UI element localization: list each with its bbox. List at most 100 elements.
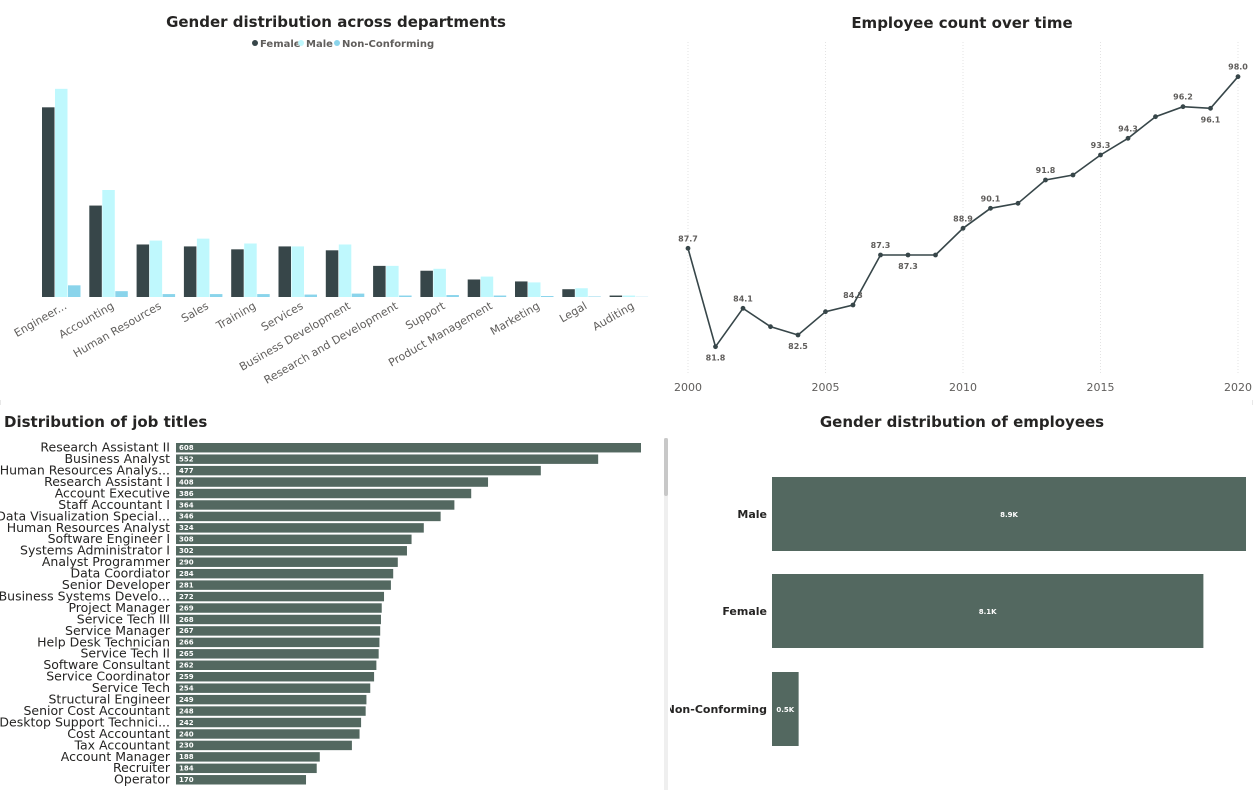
job-title-value: 281 [179,581,194,589]
job-title-value: 268 [179,616,194,624]
legend-marker [252,40,258,46]
job-title-label: Cost Accountant [67,726,170,741]
data-point [1070,172,1076,178]
job-title-label: Senior Cost Accountant [24,703,171,718]
data-label: 88.9 [953,214,973,223]
job-title-value: 262 [179,662,194,670]
job-title-label: Business Systems Develo... [0,588,170,603]
gender-value: 0.5K [776,706,794,714]
legend-label: Female [260,39,301,50]
bar-non-conforming [351,293,365,297]
data-label: 91.8 [1036,166,1056,175]
employee-over-time-panel: Employee count over time 2000 2005 2010 2015… [660,0,1254,400]
data-point [1235,74,1241,80]
bar-male [244,243,257,297]
data-label: 98.0 [1228,63,1248,72]
data-point [1180,104,1186,110]
data-label: 81.8 [706,354,726,363]
job-titles-scrollbar-thumb[interactable] [664,438,668,496]
job-title-bar [176,523,424,533]
job-title-label: Account Executive [55,485,171,500]
data-label: 87.3 [898,262,918,271]
bar-male [149,240,163,297]
job-title-label: Research Assistant I [44,474,170,489]
job-title-label: Systems Administrator I [20,543,170,558]
job-title-label: Tax Accountant [73,737,170,752]
job-title-label: Service Manager [65,623,171,638]
bar-non-conforming [493,295,507,297]
job-title-value: 386 [179,490,194,498]
job-title-value: 242 [179,719,194,727]
job-title-label: Business Analyst [64,451,170,466]
job-title-value: 259 [179,673,194,681]
data-point [1208,105,1213,111]
bar-male [338,244,352,297]
job-title-bar [176,740,352,751]
job-title-label: Human Resources Analyst [7,520,170,535]
bar-female [420,270,433,297]
job-titles-scrollbar[interactable] [664,438,668,790]
x-tick-label: 2020 [1224,381,1252,394]
data-point [850,302,856,308]
job-title-value: 308 [179,536,194,544]
job-title-value: 269 [179,604,194,612]
data-label: 84.1 [733,294,753,303]
data-label: 84.3 [843,291,863,300]
data-point [878,252,883,258]
bar-male [480,276,494,297]
job-title-value: 477 [179,467,194,475]
chart-title: Employee count over time [851,14,1072,32]
gender-employees-chart: Gender distribution of employees Male 8.9K… [670,413,1246,746]
data-point [713,344,718,350]
bar-male [291,246,304,297]
chart-title: Distribution of job titles [4,413,207,431]
bar-male [622,295,636,297]
bar-female [231,249,244,297]
job-title-label: Human Resources Analys... [0,463,170,478]
bar-male [528,282,541,297]
job-title-value: 240 [179,730,194,738]
job-title-label: Service Coordinator [46,669,171,684]
job-title-bar [176,603,382,613]
bar-non-conforming [446,295,459,297]
x-tick-label: Legal [557,299,589,325]
job-title-bar [176,465,541,476]
job-title-label: Help Desk Technician [37,634,170,649]
data-label: 90.1 [981,194,1001,203]
job-title-label: Service Tech III [77,611,170,626]
job-title-label: Analyst Programmer [42,554,171,569]
job-title-bar [176,729,360,739]
job-title-value: 552 [179,455,194,463]
job-title-value: 408 [179,478,194,486]
data-point [905,252,911,258]
job-title-bar [176,580,391,590]
bar-female [42,107,55,298]
gender-employees-panel: Gender distribution of employees Male 8.9K… [670,405,1254,791]
job-title-label: Senior Developer [62,577,171,592]
bar-male [386,265,399,297]
gender-label: Female [722,605,767,618]
bar-male [433,268,446,297]
job-title-value: 254 [179,684,194,692]
job-title-bar [176,500,455,510]
x-tick-label: 2010 [949,381,977,394]
data-point [740,305,746,311]
job-title-bar [176,454,599,464]
bar-non-conforming [209,294,223,297]
bar-female [89,205,102,297]
bar-non-conforming [399,295,412,297]
bar-male [196,238,210,297]
bar-non-conforming [541,296,554,297]
bar-male [575,288,588,297]
data-point [933,252,938,258]
dept-gender-chart: Gender distribution across departments Fe… [12,13,649,387]
data-point [768,324,773,330]
job-title-label: Project Manager [68,600,170,615]
job-title-label: Service Tech II [80,646,170,661]
job-title-label: Desktop Support Technici... [0,714,170,729]
bar-female [515,281,528,297]
x-tick-label: 2000 [674,381,702,394]
bar-female [467,279,481,297]
job-title-value: 230 [179,742,194,750]
data-point [1125,135,1131,141]
